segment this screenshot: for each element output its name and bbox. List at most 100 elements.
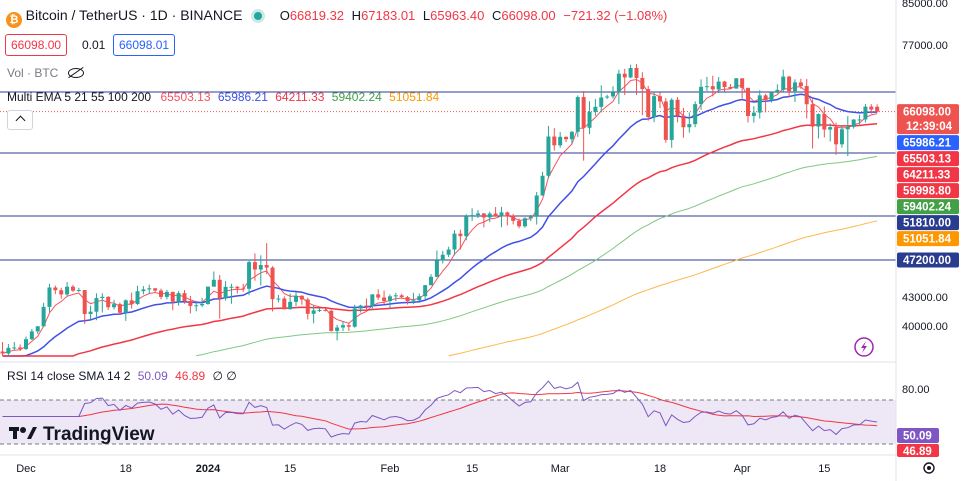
- candle: [687, 112, 692, 133]
- low-label: L: [422, 8, 431, 23]
- candle: [182, 290, 187, 304]
- candle: [699, 79, 704, 110]
- candle-body: [88, 311, 93, 315]
- candle-body: [593, 106, 598, 112]
- candle-body: [458, 233, 463, 237]
- candle-body: [505, 212, 510, 216]
- candle: [505, 211, 510, 226]
- candle: [534, 191, 539, 225]
- candle-body: [364, 305, 369, 307]
- candle-body: [70, 286, 75, 291]
- candle-body: [335, 327, 340, 331]
- candle: [828, 123, 833, 142]
- candle: [851, 119, 856, 129]
- candle: [376, 289, 381, 300]
- candle: [305, 297, 310, 320]
- candle-body: [399, 295, 404, 298]
- candle-body: [223, 286, 228, 299]
- candle: [423, 284, 428, 300]
- ema-legend: Multi EMA 5 21 55 100 200 65503.13 65986…: [7, 90, 439, 104]
- buy-button[interactable]: 66098.01: [113, 34, 176, 56]
- candle-body: [769, 92, 774, 100]
- candle: [399, 293, 404, 299]
- candle-body: [628, 68, 633, 78]
- candle: [816, 113, 821, 139]
- candle-body: [217, 279, 222, 299]
- candle-body: [611, 92, 615, 97]
- rsi-sma-tag: 46.89: [897, 444, 939, 458]
- candle: [18, 344, 23, 351]
- candles: [0, 63, 880, 356]
- tradingview-logo[interactable]: TradingView: [9, 424, 155, 445]
- candle-body: [452, 233, 457, 250]
- candle-body: [798, 82, 803, 87]
- collapse-legend-button[interactable]: [7, 110, 33, 130]
- candle: [558, 131, 563, 148]
- ema-legend-label[interactable]: Multi EMA 5 21 55 100 200: [7, 90, 152, 104]
- candle: [822, 106, 827, 138]
- candle: [346, 323, 351, 331]
- rsi-line: [2, 380, 878, 438]
- rsi-value-tag-box: [897, 428, 939, 443]
- rsi-legend: RSI 14 close SMA 14 2 50.09 46.89 ∅ ∅: [7, 369, 237, 383]
- ema5-value: 65503.13: [160, 90, 211, 104]
- ema21-value: 65986.21: [217, 90, 268, 104]
- candle-body: [528, 216, 533, 219]
- candle-body: [681, 115, 686, 128]
- candle-body: [164, 291, 169, 297]
- candle-body: [511, 215, 516, 221]
- volume-label: Vol · BTC: [7, 66, 84, 80]
- candle-body: [787, 76, 792, 92]
- candle-body: [0, 351, 5, 354]
- candle: [740, 78, 745, 99]
- flash-icon[interactable]: [854, 337, 874, 357]
- candle-body: [534, 195, 539, 217]
- candle-body: [616, 73, 621, 93]
- candle-body: [804, 86, 809, 105]
- candle: [299, 295, 304, 305]
- rsi-sma-value: 46.89: [175, 369, 206, 383]
- close-value: 66098.00: [501, 8, 556, 23]
- open-label: O: [279, 8, 290, 23]
- candle: [569, 131, 574, 145]
- candle-body: [346, 325, 351, 327]
- candle-body: [200, 303, 205, 306]
- candle-body: [159, 290, 164, 297]
- price-tag-box: [897, 215, 959, 231]
- candle-body: [123, 300, 128, 313]
- candle: [587, 101, 592, 135]
- candle-body: [352, 308, 357, 327]
- candle-body: [205, 286, 210, 304]
- symbol-title[interactable]: Bitcoin / TetherUS · 1D · BINANCE: [25, 7, 243, 23]
- candle-body: [792, 82, 797, 92]
- candle: [581, 91, 586, 161]
- rsi-value-tag: 50.09: [897, 428, 939, 443]
- candle-body: [693, 104, 698, 125]
- candle-body: [716, 81, 721, 90]
- candle-body: [6, 347, 11, 354]
- price-tag-text: 59402.24: [903, 202, 952, 214]
- candle: [616, 69, 621, 105]
- candle: [781, 69, 786, 92]
- candle-body: [241, 288, 246, 290]
- candle: [12, 342, 17, 350]
- candle-body: [657, 96, 662, 102]
- eye-crossed-icon[interactable]: [67, 66, 84, 79]
- change-value: −721.32 (−1.08%): [563, 8, 668, 23]
- candle: [117, 302, 122, 314]
- candle: [875, 104, 880, 113]
- candle: [264, 243, 269, 275]
- sell-button[interactable]: 66098.00: [5, 34, 68, 56]
- ema-200-line: [448, 220, 878, 357]
- settings-icon[interactable]: [923, 462, 935, 474]
- candle-body: [851, 119, 856, 127]
- candle: [223, 281, 228, 301]
- candle-body: [663, 101, 668, 140]
- rsi-legend-label[interactable]: RSI 14 close SMA 14 2: [7, 369, 131, 383]
- candle: [634, 63, 639, 95]
- price-tag-box: [897, 151, 959, 167]
- candle: [0, 342, 5, 356]
- ema55-value: 64211.33: [275, 90, 325, 104]
- candle-body: [781, 76, 786, 90]
